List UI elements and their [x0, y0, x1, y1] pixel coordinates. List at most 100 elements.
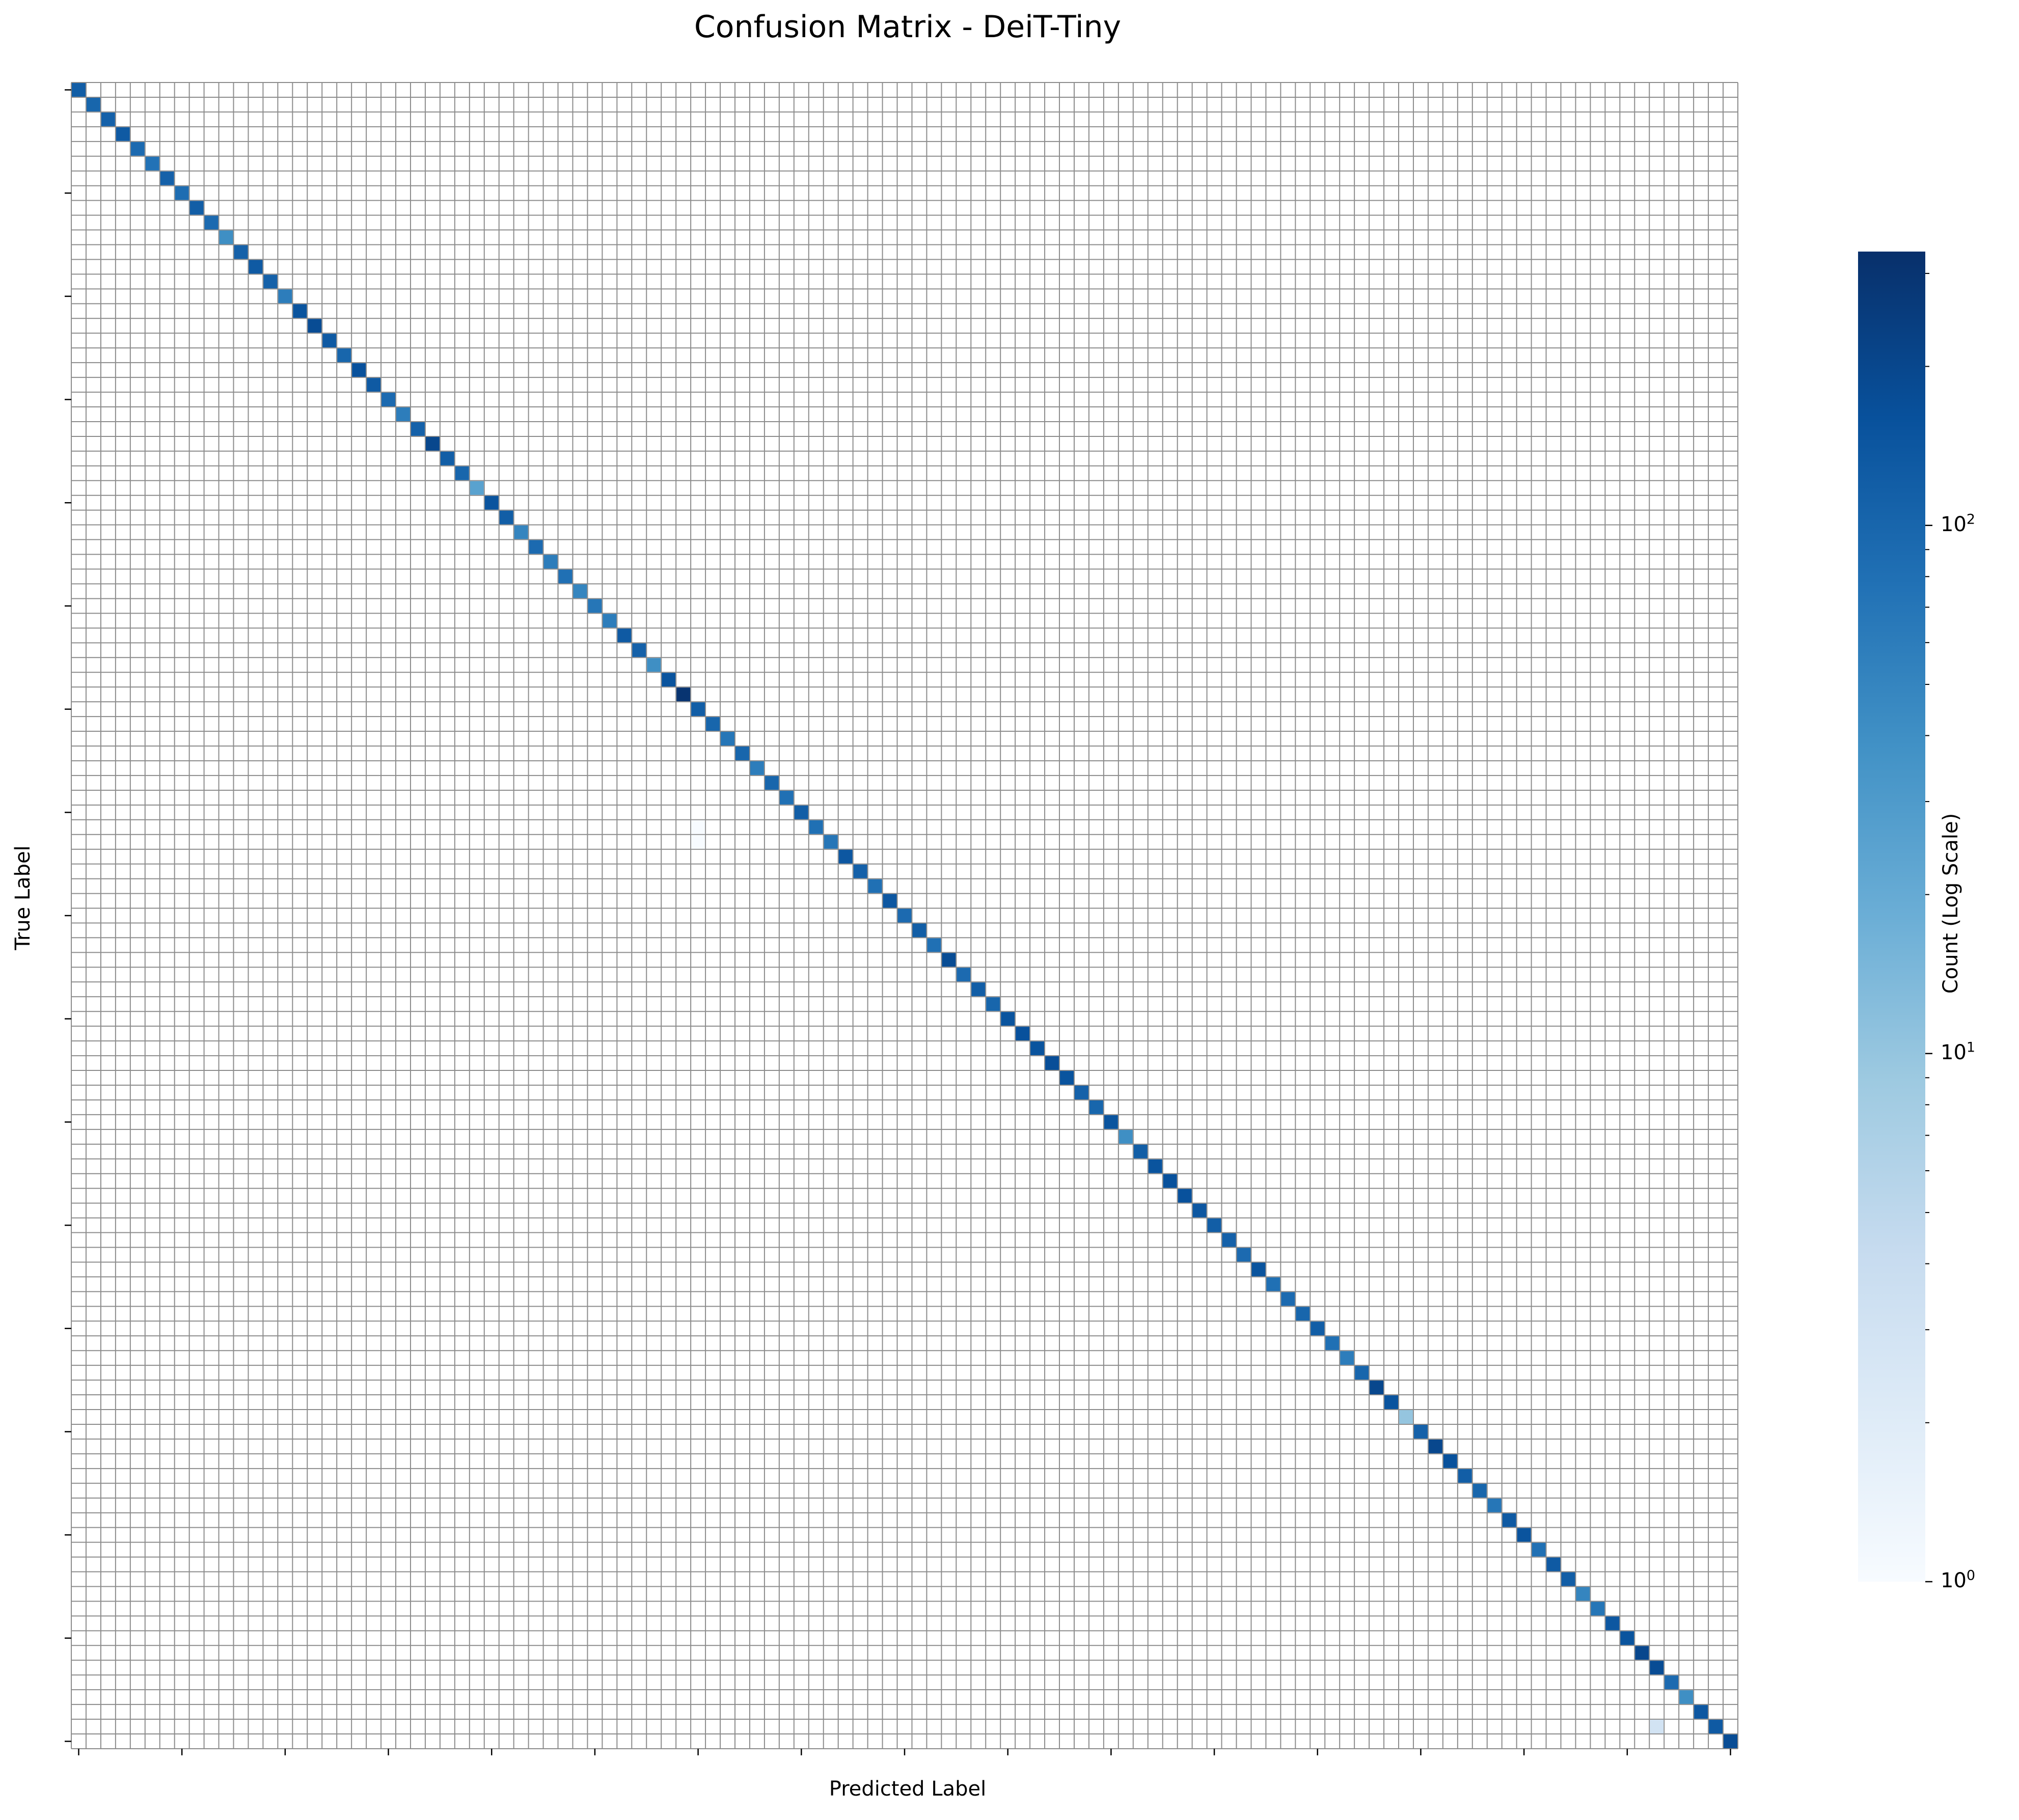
heatmap-cell-diagonal	[543, 555, 558, 569]
heatmap-cell-diagonal	[470, 481, 484, 495]
heatmap-cell-diagonal	[1605, 1616, 1620, 1631]
heatmap-cell-diagonal	[573, 584, 587, 598]
heatmap-cell-diagonal	[986, 997, 1000, 1011]
heatmap-cell-diagonal	[750, 761, 764, 775]
heatmap-cell-diagonal	[1413, 1424, 1428, 1439]
heatmap-cell-diagonal	[1118, 1129, 1133, 1144]
heatmap-cell-offdiagonal	[691, 820, 705, 834]
heatmap-cell-diagonal	[1001, 1012, 1015, 1026]
heatmap-cell-diagonal	[912, 923, 926, 937]
colorbar-tick-base: 10	[1941, 512, 1967, 536]
heatmap-cell-diagonal	[779, 790, 794, 805]
heatmap-cell-offdiagonal	[691, 835, 705, 849]
heatmap-cell-diagonal	[1458, 1469, 1472, 1483]
heatmap-cell-diagonal	[1296, 1307, 1310, 1321]
heatmap-cell-diagonal	[1133, 1144, 1148, 1159]
colorbar-tick-label: 101	[1941, 1040, 1975, 1064]
heatmap-cell-diagonal	[1340, 1351, 1354, 1365]
heatmap-cell-diagonal	[263, 274, 278, 289]
heatmap-cell-diagonal	[293, 304, 307, 318]
heatmap-cell-diagonal	[440, 451, 454, 465]
heatmap-cell-diagonal	[116, 127, 130, 141]
colorbar-tick-base: 10	[1941, 1040, 1967, 1064]
heatmap-cell-diagonal	[868, 879, 882, 893]
heatmap-cell-diagonal	[1679, 1690, 1694, 1704]
heatmap-cell-diagonal	[1016, 1027, 1030, 1041]
heatmap-cell-diagonal	[1532, 1542, 1546, 1557]
heatmap-cell-diagonal	[1045, 1056, 1059, 1070]
heatmap-cell-diagonal	[337, 348, 351, 363]
heatmap-cell-diagonal	[1222, 1233, 1236, 1247]
heatmap-cell-diagonal	[1650, 1661, 1664, 1675]
heatmap-cell-diagonal	[588, 599, 602, 613]
heatmap-cell-diagonal	[632, 643, 646, 657]
heatmap-cell-diagonal	[647, 658, 661, 672]
heatmap-cell-diagonal	[765, 776, 779, 790]
heatmap-cell-diagonal	[1591, 1602, 1605, 1616]
x-axis-label: Predicted Label	[829, 1777, 987, 1801]
heatmap-cell-diagonal	[1502, 1513, 1516, 1527]
heatmap-cell-diagonal	[189, 201, 204, 215]
heatmap-cell-diagonal	[1325, 1336, 1340, 1350]
heatmap-cell-diagonal	[396, 407, 410, 421]
heatmap-cell-diagonal	[514, 525, 528, 539]
heatmap-cell-diagonal	[425, 436, 440, 451]
heatmap-cell-diagonal	[1060, 1071, 1074, 1085]
heatmap-cell-diagonal	[1709, 1720, 1723, 1734]
heatmap-cell-diagonal	[1237, 1248, 1251, 1262]
heatmap-cell-diagonal	[204, 215, 219, 230]
heatmap-cell-diagonal	[838, 849, 853, 864]
heatmap-cell-diagonal	[1546, 1557, 1561, 1571]
heatmap-cell-diagonal	[1472, 1483, 1487, 1498]
heatmap-cell-diagonal	[1074, 1085, 1088, 1099]
chart-title: Confusion Matrix - DeiT-Tiny	[694, 9, 1122, 45]
heatmap-cell-diagonal	[1355, 1366, 1369, 1380]
colorbar-tick-label: 100	[1941, 1567, 1976, 1592]
colorbar-tick-base: 10	[1941, 1569, 1967, 1592]
heatmap-cell-diagonal	[1148, 1159, 1162, 1173]
heatmap-cell-diagonal	[278, 289, 292, 304]
heatmap-cell-diagonal	[308, 319, 322, 333]
heatmap-cell-diagonal	[484, 495, 499, 510]
colorbar-tick-exponent: 0	[1966, 1567, 1976, 1584]
heatmap-cell-diagonal	[322, 334, 337, 348]
colorbar-tick-label: 102	[1941, 511, 1976, 536]
heatmap-cell-diagonal	[529, 540, 543, 554]
heatmap-cells	[72, 83, 1737, 1748]
heatmap-cell-diagonal	[1620, 1631, 1634, 1645]
heatmap-cell-diagonal	[1370, 1381, 1384, 1395]
heatmap-cell-diagonal	[617, 628, 632, 643]
heatmap-cell-diagonal	[603, 614, 617, 628]
heatmap-cell-diagonal	[249, 260, 263, 274]
heatmap-cell-diagonal	[145, 156, 159, 171]
heatmap-cell-diagonal	[1443, 1454, 1457, 1468]
axis-ticks	[65, 89, 1731, 1755]
heatmap-cell-diagonal	[381, 393, 396, 407]
heatmap-cell-diagonal	[1178, 1189, 1192, 1203]
colorbar-tick-exponent: 2	[1966, 511, 1976, 528]
heatmap-cell-diagonal	[1030, 1041, 1045, 1056]
heatmap-cell-diagonal	[971, 982, 986, 997]
heatmap-cell-diagonal	[809, 820, 823, 834]
heatmap-cell-diagonal	[558, 569, 572, 584]
heatmap-cell-diagonal	[175, 186, 189, 200]
colorbar-ticks	[1925, 272, 1932, 1583]
heatmap-cell-diagonal	[1163, 1174, 1177, 1188]
heatmap-cell-diagonal	[234, 245, 248, 259]
heatmap-cell-diagonal	[1576, 1587, 1590, 1601]
heatmap-cell-diagonal	[927, 938, 941, 952]
heatmap-cell-offdiagonal	[1650, 1720, 1664, 1734]
heatmap-cell-diagonal	[1665, 1675, 1679, 1690]
heatmap-cell-diagonal	[794, 805, 808, 819]
heatmap-cell-diagonal	[86, 97, 100, 112]
colorbar	[1858, 252, 1925, 1582]
heatmap-cell-diagonal	[499, 510, 513, 525]
heatmap-cell-diagonal	[130, 142, 145, 156]
heatmap-cell-diagonal	[455, 466, 469, 480]
heatmap-cell-diagonal	[1517, 1528, 1531, 1542]
heatmap-cell-diagonal	[662, 673, 676, 687]
heatmap-cell-diagonal	[1192, 1203, 1207, 1218]
heatmap-cell-diagonal	[1724, 1734, 1737, 1748]
heatmap-cell-diagonal	[219, 230, 233, 244]
heatmap-cell-diagonal	[1428, 1439, 1442, 1453]
